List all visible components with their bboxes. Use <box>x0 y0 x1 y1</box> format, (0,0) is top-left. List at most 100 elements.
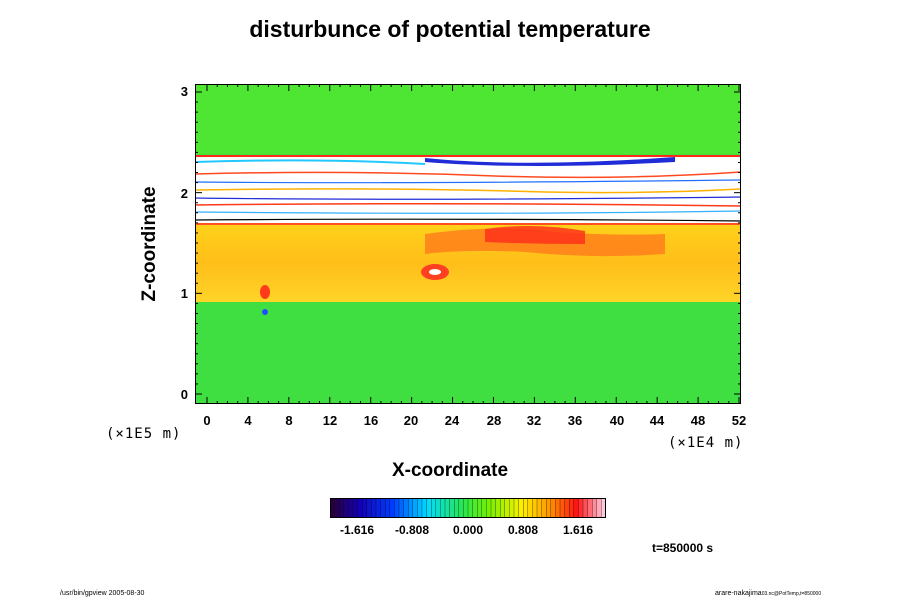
colorbar-cell <box>394 498 400 518</box>
colorbar-cell <box>523 498 529 518</box>
colorbar-cell <box>385 498 391 518</box>
x-tick-label-12: 12 <box>322 413 338 428</box>
colorbar-cell <box>431 498 437 518</box>
y-tick-label-3: 3 <box>180 84 188 99</box>
footer-source: arare-nakajima03.nc@PotTemp,t=850000 <box>715 590 821 597</box>
colorbar-cell <box>550 498 556 518</box>
colorbar-cell <box>357 498 363 518</box>
colorbar-cell <box>362 498 368 518</box>
colorbar-cell <box>435 498 441 518</box>
x-tick-label-40: 40 <box>609 413 625 428</box>
colorbar-label-4: 1.616 <box>562 523 594 537</box>
colorbar-cell <box>490 498 497 518</box>
colorbar-cell <box>449 498 455 518</box>
colorbar-cell <box>509 498 515 518</box>
colorbar-cell <box>541 498 547 518</box>
colorbar-cell <box>463 498 469 518</box>
hot-spot-core <box>429 269 441 275</box>
colorbar <box>330 498 606 518</box>
colorbar-cell <box>343 498 349 518</box>
x-tick-label-44: 44 <box>649 413 665 428</box>
footer-file: 03.nc@PotTemp,t=850000 <box>761 591 822 597</box>
colorbar-cell <box>403 498 409 518</box>
cold-band <box>425 157 675 166</box>
tick-marks <box>195 84 741 404</box>
upper-layer <box>195 84 741 154</box>
y-tick-label-1: 1 <box>180 286 188 301</box>
colorbar-label-3: 0.808 <box>507 523 539 537</box>
warm-spot <box>260 285 270 299</box>
colorbar-cell <box>467 498 474 518</box>
chart-title: disturbunce of potential temperature <box>249 16 651 42</box>
colorbar-cell <box>536 498 543 518</box>
colorbar-cell <box>477 498 483 518</box>
colorbar-cell <box>380 498 386 518</box>
footer-command: /usr/bin/gpview 2005-08-30 <box>60 590 145 597</box>
colorbar-cell <box>348 498 354 518</box>
x-unit-label: (×1E4 m) <box>668 435 744 451</box>
colorbar-cell <box>412 498 418 518</box>
heatmap-plot <box>195 84 741 404</box>
colorbar-cell <box>334 498 340 518</box>
colorbar-label-2: 0.000 <box>452 523 484 537</box>
colorbar-cell <box>421 498 428 518</box>
colorbar-cell <box>375 498 382 518</box>
x-tick-label-48: 48 <box>690 413 706 428</box>
colorbar-cell <box>587 498 593 518</box>
colorbar-cell <box>371 498 377 518</box>
x-tick-label-24: 24 <box>444 413 460 428</box>
colorbar-cells <box>330 498 606 518</box>
y-unit-label: (×1E5 m) <box>106 426 182 442</box>
colorbar-cell <box>500 498 506 518</box>
colorbar-cell <box>513 498 520 518</box>
y-axis-label: Z-coordinate <box>139 186 160 302</box>
colorbar-cell <box>504 498 510 518</box>
colorbar-cell <box>389 498 395 518</box>
colorbar-cell <box>601 498 606 518</box>
colorbar-cell <box>472 498 478 518</box>
colorbar-cell <box>578 498 584 518</box>
colorbar-cell <box>339 498 345 518</box>
colorbar-cell <box>592 498 598 518</box>
colorbar-cell <box>426 498 432 518</box>
colorbar-cell <box>569 498 575 518</box>
colorbar-cell <box>398 498 405 518</box>
lower-layer <box>195 299 741 404</box>
colorbar-label-1: -0.808 <box>394 523 430 537</box>
hot-patch <box>485 225 585 244</box>
colorbar-cell <box>481 498 487 518</box>
colorbar-cell <box>495 498 501 518</box>
x-tick-label-0: 0 <box>203 413 211 428</box>
colorbar-label-0: -1.616 <box>339 523 375 537</box>
plot-frame <box>195 84 741 404</box>
x-tick-label-28: 28 <box>486 413 502 428</box>
colorbar-cell <box>573 498 579 518</box>
colorbar-cell <box>440 498 446 518</box>
x-tick-label-32: 32 <box>526 413 542 428</box>
colorbar-cell <box>486 498 492 518</box>
colorbar-cell <box>546 498 552 518</box>
x-tick-label-16: 16 <box>363 413 379 428</box>
colorbar-cell <box>564 498 570 518</box>
x-tick-label-52: 52 <box>731 413 747 428</box>
y-tick-label-2: 2 <box>180 186 188 201</box>
x-tick-label-8: 8 <box>285 413 293 428</box>
x-tick-label-4: 4 <box>244 413 252 428</box>
y-tick-label-0: 0 <box>180 387 188 402</box>
colorbar-cell <box>532 498 538 518</box>
colorbar-cell <box>458 498 464 518</box>
colorbar-cell <box>366 498 372 518</box>
colorbar-cell <box>454 498 460 518</box>
colorbar-cell <box>352 498 359 518</box>
colorbar-cell <box>444 498 451 518</box>
colorbar-cell <box>555 498 561 518</box>
colorbar-cell <box>417 498 423 518</box>
x-tick-label-36: 36 <box>567 413 583 428</box>
footer-author: arare-nakajima <box>715 590 762 597</box>
x-tick-label-20: 20 <box>403 413 419 428</box>
colorbar-cell <box>559 498 566 518</box>
colorbar-cell <box>596 498 602 518</box>
cold-spot <box>262 309 268 315</box>
colorbar-cell <box>527 498 533 518</box>
colorbar-cell <box>582 498 589 518</box>
